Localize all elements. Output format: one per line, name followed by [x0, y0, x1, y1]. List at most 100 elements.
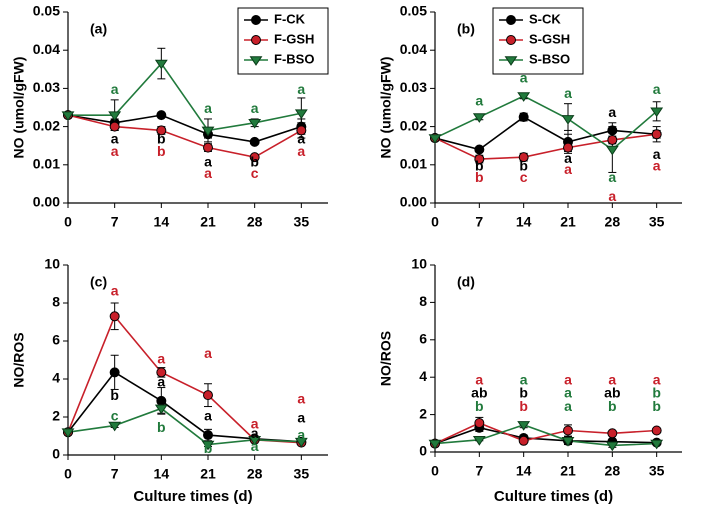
significance-letter: a: [297, 143, 305, 159]
marker: [650, 439, 664, 450]
series-line: [434, 426, 657, 445]
marker: [472, 436, 486, 446]
significance-letter: a: [520, 372, 528, 388]
x-tick-label: 35: [294, 466, 310, 482]
marker: [109, 367, 120, 378]
marker: [504, 56, 518, 66]
x-tick-label: 35: [649, 214, 665, 230]
y-tick-label: 6: [52, 332, 60, 348]
marker: [109, 121, 120, 132]
significance-letter: b: [608, 398, 617, 414]
marker: [61, 428, 75, 439]
x-tick-label: 7: [475, 214, 483, 230]
significance-letter: b: [519, 385, 528, 401]
significance-letter: a: [564, 161, 572, 177]
y-tick-label: 0.04: [33, 41, 60, 57]
x-tick-label: 28: [247, 214, 263, 230]
significance-letter: a: [204, 408, 212, 424]
y-tick-label: 0.03: [400, 79, 427, 95]
significance-letter: a: [251, 425, 259, 441]
marker: [428, 134, 442, 144]
y-tick-label: 4: [419, 368, 427, 384]
significance-letter: a: [111, 282, 119, 298]
significance-letter: a: [520, 70, 528, 86]
y-tick-label: 0.05: [400, 3, 427, 19]
marker: [607, 134, 618, 145]
series-line: [434, 133, 657, 160]
panel: 0.00 0.01 0.02 0.03 0.04 0.05 0 7 14 21 28 35 (b) NO …: [378, 3, 682, 230]
significance-letter: b: [157, 419, 166, 435]
significance-letter: a: [251, 415, 259, 431]
x-tick-label: 0: [64, 214, 72, 230]
panel-label: (d): [457, 274, 475, 290]
marker: [294, 109, 308, 120]
marker: [156, 125, 167, 136]
series-line: [68, 62, 302, 132]
significance-letter: a: [564, 85, 572, 101]
marker: [517, 92, 531, 102]
x-tick-label: 0: [64, 466, 72, 482]
significance-letter: a: [204, 345, 212, 361]
x-tick-label: 28: [247, 466, 263, 482]
marker: [248, 118, 262, 129]
x-tick-label: 7: [475, 463, 483, 479]
marker: [518, 435, 529, 446]
marker: [563, 425, 573, 436]
y-tick-label: 4: [52, 370, 60, 386]
marker: [607, 428, 618, 439]
y-tick-label: 0.01: [400, 156, 427, 172]
y-axis-label: NO/ROS: [378, 331, 394, 386]
marker: [561, 115, 575, 125]
significance-letter: a: [608, 169, 616, 185]
significance-letter: a: [564, 385, 572, 401]
x-tick-label: 21: [560, 214, 576, 230]
marker: [518, 112, 529, 123]
marker: [428, 439, 442, 450]
series-line: [67, 114, 302, 143]
y-tick-label: 0: [52, 446, 60, 462]
marker: [201, 440, 215, 451]
x-tick-label: 7: [111, 466, 119, 482]
significance-letter: a: [111, 81, 119, 97]
y-axis-label: NO/ROS: [11, 332, 27, 387]
significance-letter: a: [157, 374, 165, 390]
significance-letter: b: [250, 154, 259, 170]
significance-letter: c: [111, 408, 119, 424]
marker: [203, 390, 213, 401]
x-tick-label: 14: [516, 463, 532, 479]
significance-letter: a: [204, 154, 212, 170]
marker: [248, 436, 262, 446]
x-tick-label: 21: [200, 466, 216, 482]
y-tick-label: 0.04: [400, 41, 427, 57]
x-tick-label: 7: [111, 214, 119, 230]
y-axis-label: NO (umol/gFW): [11, 57, 27, 159]
panel: 0.00 0.01 0.02 0.03 0.04 0.05 0 7 14 21 28 35 (a) NO …: [11, 3, 329, 230]
panel-label: (c): [90, 274, 107, 290]
significance-letter: a: [111, 143, 119, 159]
marker: [108, 111, 122, 121]
y-tick-label: 10: [411, 256, 427, 272]
y-tick-label: 0.01: [33, 156, 60, 172]
y-tick-label: 8: [52, 294, 60, 310]
series-line: [67, 114, 302, 159]
marker: [651, 129, 662, 140]
significance-letter: a: [204, 100, 212, 116]
y-tick-label: 0.00: [33, 194, 60, 210]
significance-letter: a: [297, 410, 305, 426]
x-tick-label: 0: [431, 214, 439, 230]
series-line: [434, 424, 657, 447]
marker: [249, 152, 260, 163]
legend-label: S-CK: [529, 11, 561, 26]
marker: [605, 441, 619, 452]
significance-letter: b: [475, 398, 484, 414]
significance-letter: a: [653, 157, 661, 173]
x-tick-label: 28: [605, 214, 621, 230]
marker: [294, 437, 308, 448]
significance-letter: b: [652, 398, 661, 414]
significance-letter: a: [564, 372, 572, 388]
significance-letter: a: [475, 92, 483, 108]
significance-letter: b: [652, 385, 661, 401]
marker: [517, 421, 531, 431]
series-line: [67, 314, 302, 444]
